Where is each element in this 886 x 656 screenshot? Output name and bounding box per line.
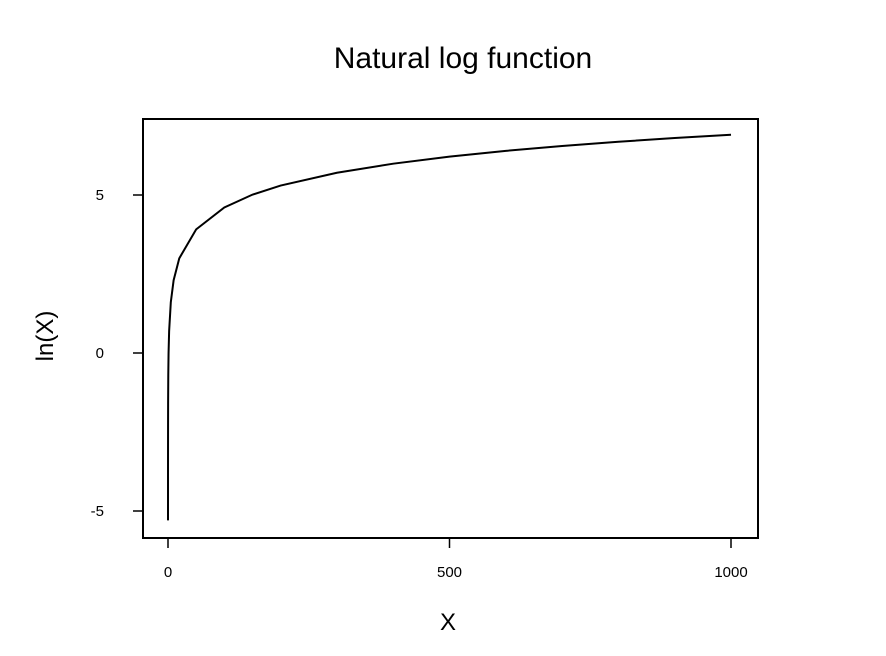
plot-frame	[142, 118, 759, 539]
y-tick-label: -5	[91, 503, 104, 520]
x-axis-label: X	[440, 609, 456, 636]
series-line	[167, 133, 732, 521]
axis-ticks: 0 500 1000 -5 0 5	[91, 187, 748, 581]
chart-title: Natural log function	[334, 42, 593, 75]
y-axis-label: ln(X)	[32, 311, 59, 362]
x-tick-label: 0	[164, 564, 172, 581]
y-tick-label: 0	[96, 345, 104, 362]
x-tick-label: 500	[437, 564, 462, 581]
x-tick-label: 1000	[714, 564, 747, 581]
y-tick-label: 5	[96, 187, 104, 204]
